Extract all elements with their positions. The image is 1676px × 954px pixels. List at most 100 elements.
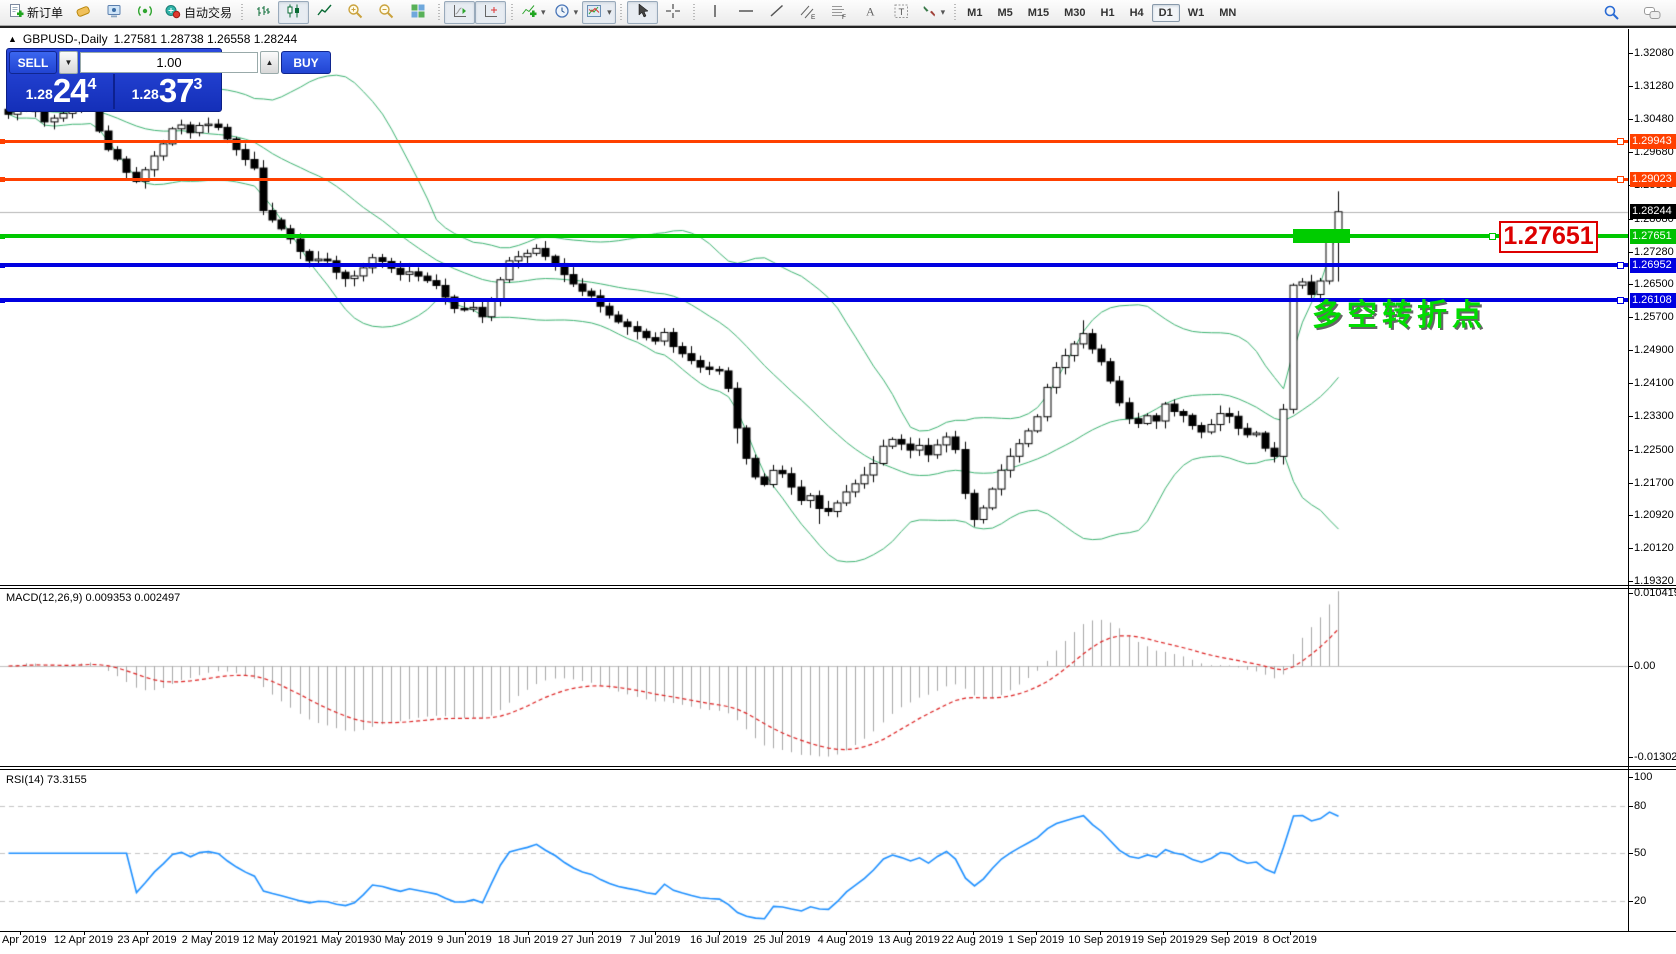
line-right-handle[interactable] bbox=[1617, 176, 1624, 184]
time-axis-label: 4 Aug 2019 bbox=[817, 934, 874, 946]
fibonacci-button[interactable]: F bbox=[824, 1, 855, 24]
timeframe-m30-button[interactable]: M30 bbox=[1064, 6, 1086, 19]
time-axis-label: 7 Jul 2019 bbox=[629, 934, 681, 946]
macd-axis-label: -0.013027 bbox=[1634, 751, 1676, 763]
timeframe-m5-button[interactable]: M5 bbox=[997, 6, 1013, 19]
new-order-button[interactable]: 新订单 bbox=[4, 1, 67, 24]
rsi-axis-label: 100 bbox=[1634, 771, 1653, 783]
time-axis-label: 16 Jul 2019 bbox=[690, 934, 747, 946]
timeframe-w1-button[interactable]: W1 bbox=[1187, 6, 1205, 19]
auto-scroll-button[interactable] bbox=[444, 1, 476, 24]
volume-decrease-button[interactable]: ▼ bbox=[59, 51, 78, 74]
horizontal-level-line[interactable] bbox=[0, 298, 1628, 303]
chat-button[interactable] bbox=[1637, 1, 1668, 24]
annotation-text-cn[interactable]: 多空转折点 bbox=[1312, 299, 1487, 332]
time-tick-mark bbox=[1036, 931, 1037, 935]
timeframe-mn-button[interactable]: MN bbox=[1219, 6, 1237, 19]
line-left-handle[interactable] bbox=[0, 177, 5, 183]
line-left-handle[interactable] bbox=[0, 262, 5, 268]
line-right-handle[interactable] bbox=[1617, 296, 1624, 304]
sell-price-tile[interactable]: 1.28 24 4 bbox=[9, 74, 115, 109]
panel-divider[interactable] bbox=[0, 766, 1676, 767]
price-axis-line[interactable] bbox=[1628, 29, 1629, 932]
time-axis-label: 22 Aug 2019 bbox=[941, 934, 1004, 946]
highlight-zone-box[interactable] bbox=[1293, 229, 1350, 244]
rsi-label: RSI(14) 73.3155 bbox=[6, 774, 87, 786]
search-button[interactable] bbox=[1596, 1, 1627, 24]
time-axis-label: 13 Aug 2019 bbox=[878, 934, 940, 946]
sell-button[interactable]: SELL bbox=[9, 51, 57, 74]
rsi-tick-mark bbox=[1628, 853, 1633, 855]
macd-tick-mark bbox=[1628, 666, 1633, 667]
horizontal-line-button[interactable] bbox=[731, 1, 762, 24]
sell-price-head: 1.28 bbox=[25, 86, 53, 102]
timeframe-h1-button[interactable]: H1 bbox=[1100, 6, 1115, 19]
horizontal-level-line[interactable] bbox=[0, 178, 1628, 182]
line-left-handle[interactable] bbox=[0, 297, 5, 303]
symbol-period-label: GBPUSD-,Daily bbox=[22, 32, 108, 46]
candlestick-icon bbox=[286, 3, 302, 22]
chart-shift-button[interactable] bbox=[475, 1, 507, 24]
time-axis-label: 10 Sep 2019 bbox=[1068, 934, 1131, 946]
market-watch-button[interactable] bbox=[67, 1, 98, 24]
chart-window: ▲ GBPUSD-,Daily 1.27581 1.28738 1.26558 … bbox=[0, 26, 1676, 954]
line-left-handle[interactable] bbox=[0, 233, 5, 239]
price-chart-canvas[interactable] bbox=[0, 28, 1676, 954]
volume-increase-button[interactable]: ▲ bbox=[260, 51, 279, 74]
panel-divider[interactable] bbox=[0, 585, 1676, 586]
horizontal-level-line[interactable] bbox=[0, 263, 1628, 268]
signal-icon bbox=[137, 3, 153, 22]
price-tick-mark bbox=[1628, 350, 1633, 352]
line-right-handle[interactable] bbox=[1617, 137, 1624, 145]
price-level-label: 1.29943 bbox=[1630, 133, 1676, 149]
buy-price-pips: 37 bbox=[158, 72, 195, 109]
line-right-handle[interactable] bbox=[1489, 232, 1496, 240]
vertical-line-button[interactable] bbox=[700, 1, 731, 24]
horizontal-level-line[interactable] bbox=[0, 234, 1628, 239]
rsi-tick-mark bbox=[1628, 900, 1633, 902]
indicators-button[interactable]: ▾ bbox=[517, 1, 550, 24]
toolbar-separator bbox=[690, 3, 698, 22]
price-tick-label: 1.29680 bbox=[1634, 146, 1674, 159]
timeframe-d1-button[interactable]: D1 bbox=[1151, 3, 1180, 22]
text-button[interactable]: A bbox=[855, 1, 886, 24]
timeframe-m15-button[interactable]: M15 bbox=[1027, 6, 1050, 19]
crosshair-button[interactable] bbox=[658, 1, 689, 24]
news-signal-button[interactable] bbox=[129, 1, 160, 24]
time-axis-label: 8 Oct 2019 bbox=[1263, 934, 1317, 946]
time-tick-mark bbox=[972, 931, 974, 935]
line-left-handle[interactable] bbox=[0, 138, 5, 144]
zoom-out-button[interactable] bbox=[371, 1, 402, 24]
tile-windows-button[interactable] bbox=[402, 1, 433, 24]
templates-button[interactable]: ▾ bbox=[582, 1, 616, 24]
trendline-button[interactable] bbox=[762, 1, 793, 24]
rsi-axis-label: 50 bbox=[1634, 847, 1647, 860]
autotrade-button[interactable]: 自动交易 bbox=[160, 1, 236, 24]
periods-clock-button[interactable]: ▾ bbox=[550, 1, 583, 24]
price-callout-box[interactable]: 1.27651 bbox=[1499, 221, 1598, 254]
bar-chart-mode-button[interactable] bbox=[247, 1, 278, 24]
volume-input[interactable] bbox=[80, 52, 258, 73]
terminal-button[interactable] bbox=[98, 1, 129, 24]
timeframe-m1-button[interactable]: M1 bbox=[967, 6, 983, 19]
zoom-in-button[interactable] bbox=[340, 1, 371, 24]
price-tick-label: 1.23300 bbox=[1634, 410, 1674, 423]
chevron-down-icon: ▾ bbox=[573, 7, 579, 17]
time-tick-mark bbox=[83, 931, 85, 935]
collapse-panel-icon[interactable]: ▲ bbox=[8, 34, 17, 44]
timeframe-h4-button[interactable]: H4 bbox=[1129, 6, 1144, 19]
line-right-handle[interactable] bbox=[1617, 261, 1624, 269]
horizontal-level-line[interactable] bbox=[0, 139, 1628, 143]
line-chart-mode-button[interactable] bbox=[309, 1, 340, 24]
buy-button[interactable]: BUY bbox=[281, 51, 331, 74]
arrows-button[interactable]: ▾ bbox=[917, 1, 950, 24]
time-axis-label: 12 May 2019 bbox=[242, 934, 306, 946]
equidistant-channel-button[interactable]: E bbox=[793, 1, 824, 24]
cursor-button[interactable] bbox=[626, 1, 658, 24]
buy-price-head: 1.28 bbox=[131, 86, 159, 102]
price-tick-label: 1.19320 bbox=[1634, 575, 1674, 588]
candlestick-mode-button[interactable] bbox=[278, 1, 310, 24]
buy-price-tile[interactable]: 1.28 37 3 bbox=[115, 74, 219, 109]
toolbar-separator bbox=[238, 3, 246, 22]
text-label-button[interactable]: T bbox=[886, 1, 917, 24]
